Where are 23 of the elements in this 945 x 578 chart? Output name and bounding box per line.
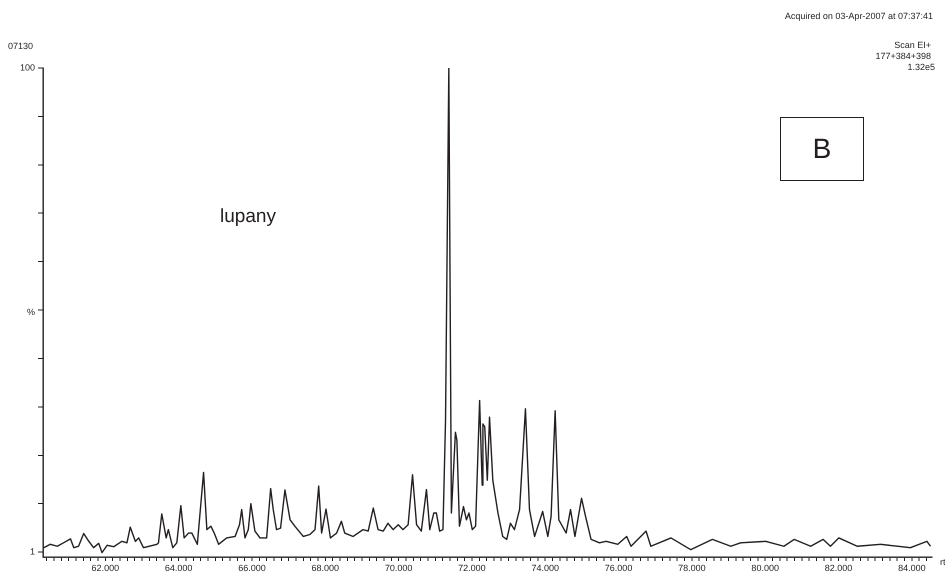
x-tick-label: 82.000 <box>824 562 852 573</box>
text: Acquired on 03-Apr-2007 at 07:37:41 <box>784 11 933 21</box>
y-axis-title: % <box>26 306 35 317</box>
annotation: lupany <box>220 206 276 227</box>
y-tick-label: 1 <box>30 546 35 557</box>
x-tick-label: 84.000 <box>898 562 926 573</box>
annotation: 1.32e5 <box>907 62 935 72</box>
x-axis-title: rt <box>940 556 945 567</box>
x-tick-label: 72.000 <box>458 562 486 573</box>
x-tick-label: 76.000 <box>604 562 632 573</box>
x-tick-label: 68.000 <box>312 562 340 573</box>
x-tick-label: 64.000 <box>164 562 192 573</box>
x-tick-label: 74.000 <box>531 562 560 573</box>
x-tick-label: 78.000 <box>678 562 706 573</box>
y-tick-label: 100 <box>20 62 35 72</box>
x-tick-label: 70.000 <box>384 562 412 573</box>
text: 07130 <box>8 41 34 51</box>
annotation: B <box>780 117 864 181</box>
x-tick-label: 80.000 <box>751 562 779 573</box>
x-tick-label: 66.000 <box>238 562 266 573</box>
text: Scan EI+ <box>894 40 931 50</box>
x-tick-label: 62.000 <box>92 562 120 573</box>
text: 177+384+398 <box>875 51 931 61</box>
